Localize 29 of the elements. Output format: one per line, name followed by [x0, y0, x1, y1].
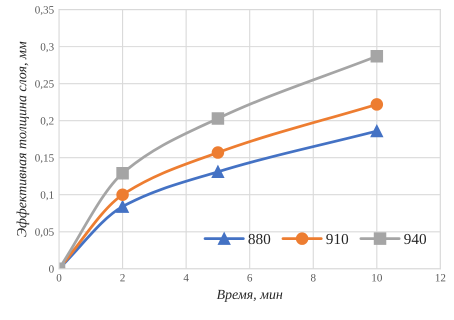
- point: [212, 146, 224, 159]
- x-tick-label: 0: [56, 274, 62, 282]
- point: [370, 124, 384, 138]
- point: [116, 188, 129, 201]
- x-tick-label: 2: [120, 274, 125, 282]
- point: [116, 200, 129, 213]
- point: [116, 167, 129, 180]
- x-tick-label: 12: [436, 274, 446, 282]
- point: [370, 98, 384, 111]
- point: [212, 166, 224, 178]
- legend-label: 880: [248, 234, 270, 244]
- x-tick-label: 6: [247, 274, 252, 282]
- y-tick-label: 0: [49, 265, 54, 273]
- y-tick-label: 0,05: [35, 228, 54, 238]
- point: [370, 50, 384, 63]
- y-axis-title: Эффективная толщина слоя, мм: [16, 42, 30, 237]
- legend-label: 910: [326, 234, 348, 244]
- x-tick-label: 4: [184, 274, 189, 282]
- x-axis-title: Время, мин: [216, 290, 282, 302]
- legend-label: 940: [404, 234, 426, 244]
- x-tick-label: 8: [310, 274, 316, 282]
- y-tick-label: 0,2: [40, 117, 54, 126]
- y-tick-label: 0,1: [40, 191, 54, 200]
- y-tick-label: 0,15: [35, 154, 54, 164]
- y-tick-label: 0,3: [40, 43, 54, 52]
- y-tick-label: 0,25: [35, 80, 54, 90]
- x-tick-label: 10: [372, 274, 382, 282]
- y-tick-label: 0,35: [35, 6, 54, 16]
- point: [212, 112, 224, 125]
